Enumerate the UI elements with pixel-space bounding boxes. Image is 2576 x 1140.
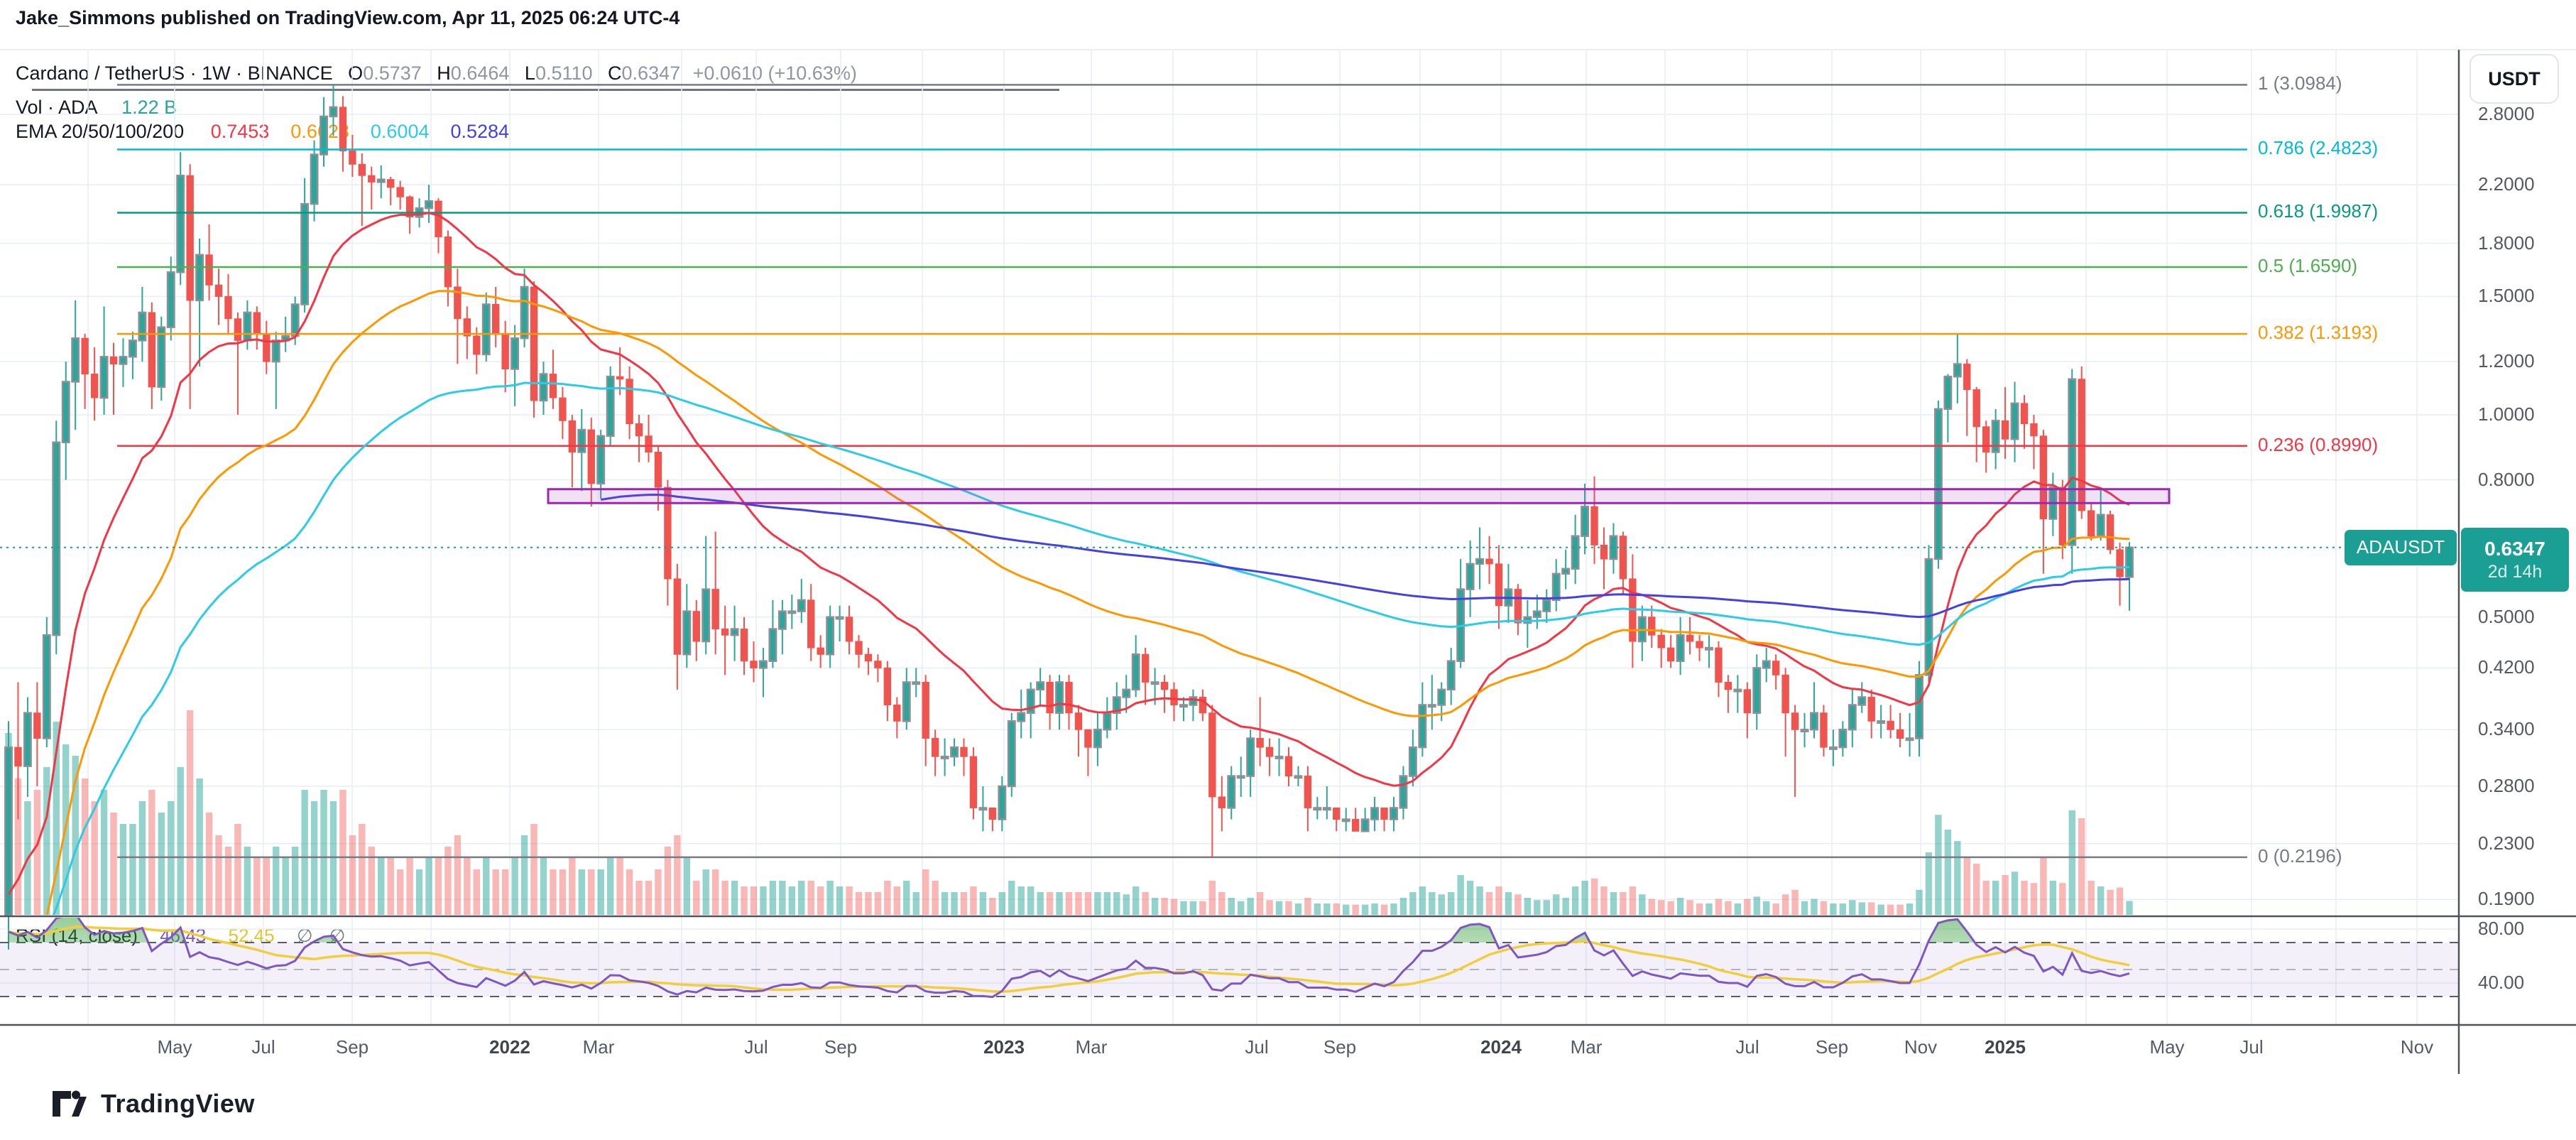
time-tick-label: May	[157, 1036, 192, 1058]
time-tick-label: Sep	[1815, 1036, 1849, 1058]
time-tick-label: 2023	[983, 1036, 1025, 1058]
time-tick-label: 2025	[1985, 1036, 2026, 1058]
ohlc-close-value: 0.6347	[621, 63, 681, 84]
tradingview-logo-text: TradingView	[101, 1089, 255, 1118]
ema-value: 0.7453	[210, 121, 270, 142]
price-tick-label: 0.8000	[2478, 468, 2535, 490]
time-tick-label: Jul	[744, 1036, 768, 1058]
time-tick-label: Jul	[1735, 1036, 1759, 1058]
symbol-price-flag-text: ADAUSDT	[2356, 536, 2445, 558]
tradingview-logo-icon	[53, 1090, 87, 1117]
time-tick-label: 2022	[489, 1036, 530, 1058]
ema-label: EMA 20/50/100/200	[16, 121, 185, 142]
rsi-empty-icon: ∅	[296, 925, 313, 946]
price-tick-label: 2.8000	[2478, 102, 2535, 124]
ohlc-low-value: 0.5110	[535, 63, 593, 84]
price-tick-label: 0.2300	[2478, 832, 2535, 854]
time-tick-label: Mar	[1075, 1036, 1108, 1058]
fib-level-label: 0.618 (1.9987)	[2258, 200, 2379, 222]
price-tick-label: 1.8000	[2478, 232, 2535, 254]
ema-value: 0.6004	[370, 121, 430, 142]
ema-value: 0.5284	[450, 121, 510, 142]
price-tick-label: 0.5000	[2478, 605, 2535, 627]
time-tick-label: May	[2149, 1036, 2185, 1058]
currency-label: USDT	[2488, 67, 2540, 89]
fib-level-label: 0 (0.2196)	[2258, 845, 2342, 867]
time-tick-label: Sep	[824, 1036, 858, 1058]
fib-level-label: 1 (3.0984)	[2258, 72, 2342, 94]
price-tick-label: 1.5000	[2478, 285, 2535, 307]
time-tick-label: Mar	[1570, 1036, 1603, 1058]
last-price-value: 0.6347	[2484, 537, 2545, 560]
rsi-tick-label: 40.00	[2478, 972, 2525, 993]
fib-level-label: 0.236 (0.8990)	[2258, 433, 2379, 455]
time-tick-label: Sep	[1323, 1036, 1357, 1058]
time-tick-label: Nov	[1904, 1036, 1938, 1058]
price-tick-label: 2.2000	[2478, 173, 2535, 195]
time-tick-label: Sep	[335, 1036, 369, 1058]
ohlc-open-value: 0.5737	[363, 63, 422, 84]
time-tick-label: Jul	[1245, 1036, 1269, 1058]
fib-level-label: 0.382 (1.3193)	[2258, 322, 2379, 344]
price-tick-label: 1.0000	[2478, 403, 2535, 425]
price-tick-label: 1.2000	[2478, 350, 2535, 372]
last-price-axis-label: 0.6347 2d 14h	[2461, 527, 2569, 592]
rsi-tick-label: 80.00	[2478, 918, 2525, 939]
time-tick-label: Nov	[2400, 1036, 2434, 1058]
time-tick-label: Jul	[2239, 1036, 2264, 1058]
symbol-price-flag: ADAUSDT	[2345, 529, 2457, 565]
currency-toggle-button[interactable]: USDT	[2469, 54, 2559, 104]
publish-header: Jake_Simmons published on TradingView.co…	[16, 7, 680, 28]
fib-level-label: 0.786 (2.4823)	[2258, 137, 2379, 159]
time-tick-label: Jul	[251, 1036, 275, 1058]
fib-level-label: 0.5 (1.6590)	[2258, 255, 2358, 277]
tradingview-logo[interactable]: TradingView	[51, 1085, 255, 1122]
price-tick-label: 0.4200	[2478, 656, 2535, 678]
legend-underline	[32, 89, 1059, 91]
ohlc-close-label: C	[608, 63, 622, 84]
price-tick-label: 0.2800	[2478, 774, 2535, 796]
ohlc-low-label: L	[524, 63, 535, 84]
price-tick-label: 0.3400	[2478, 718, 2535, 740]
bar-countdown: 2d 14h	[2487, 561, 2543, 582]
time-tick-label: Mar	[582, 1036, 615, 1058]
price-tick-label: 0.1900	[2478, 888, 2535, 910]
ohlc-high-label: H	[437, 63, 451, 84]
ohlc-high-value: 0.6464	[450, 63, 510, 84]
change-value: +0.0610 (+10.63%)	[692, 63, 857, 84]
time-tick-label: 2024	[1480, 1036, 1522, 1058]
